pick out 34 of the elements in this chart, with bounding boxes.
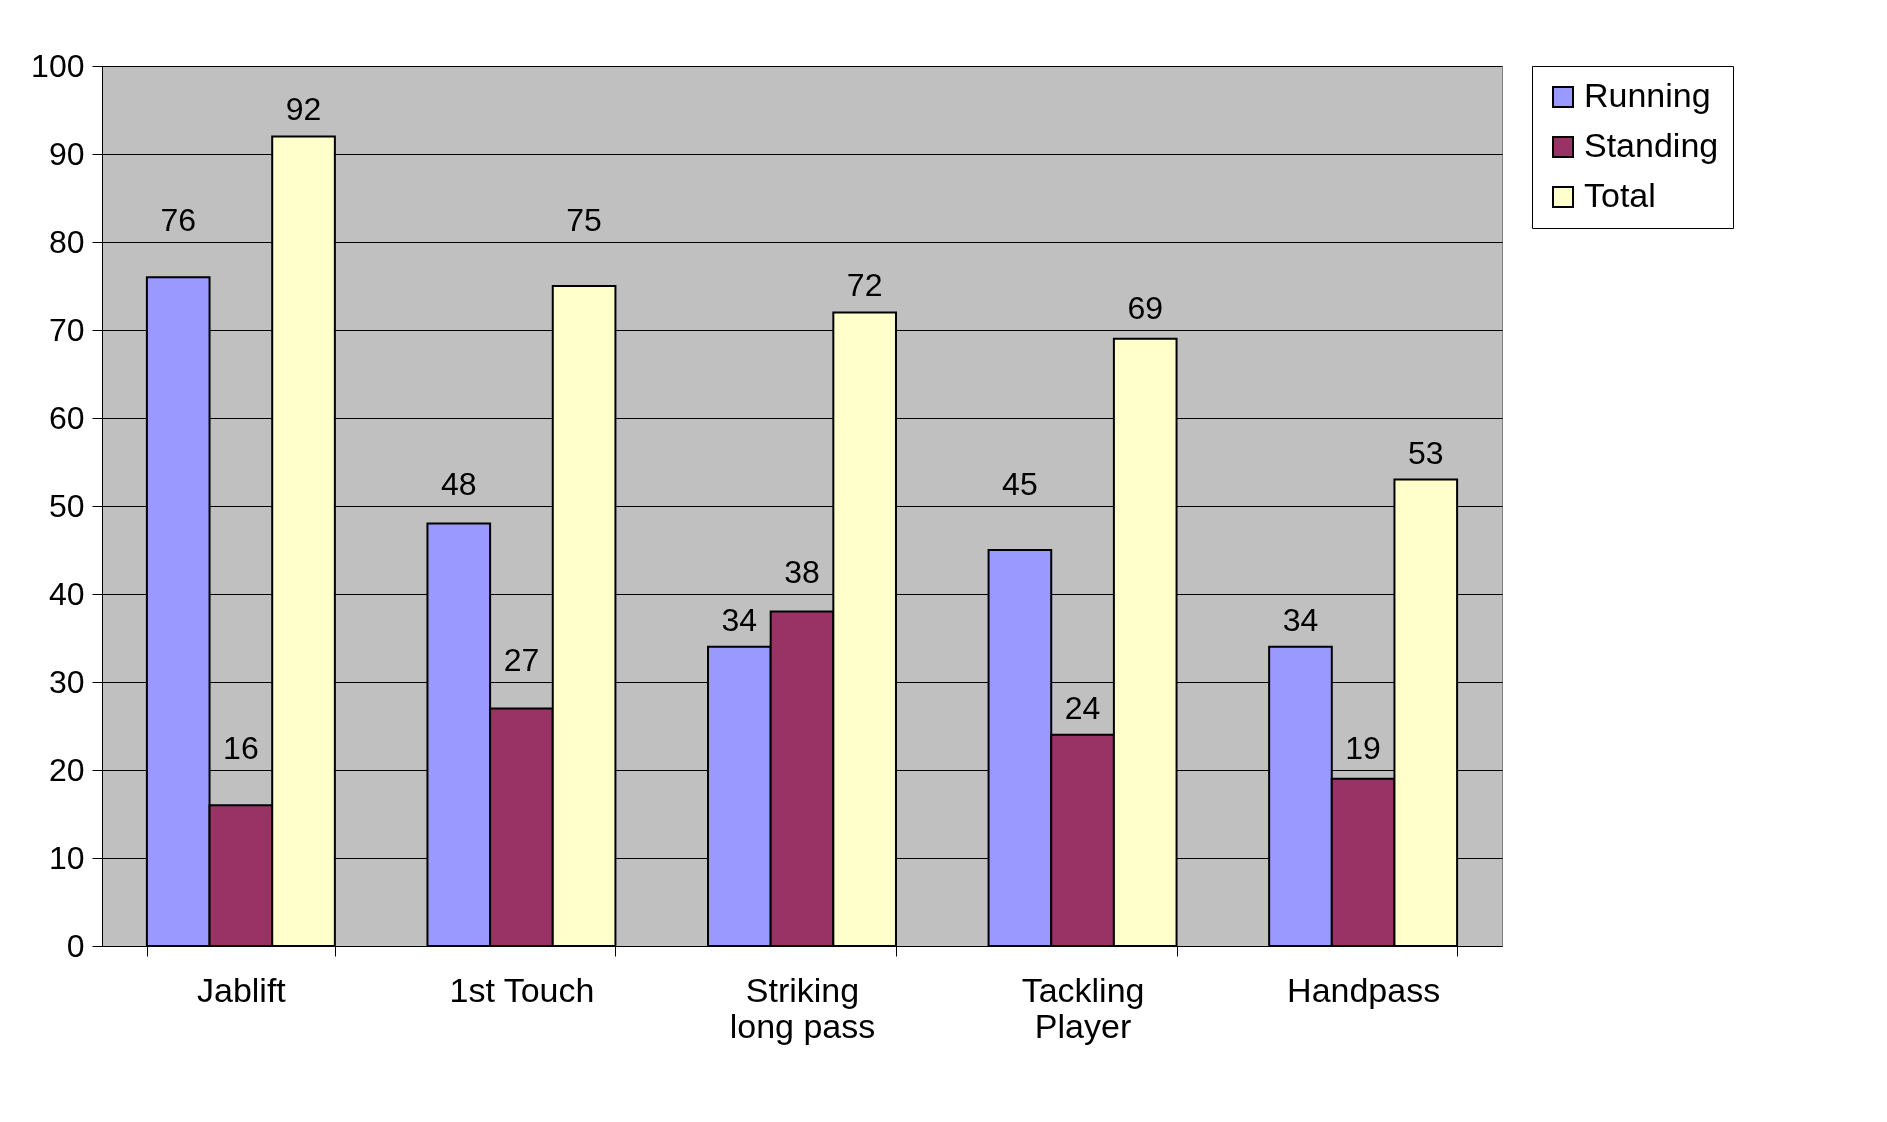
data-label: 34 xyxy=(721,601,758,638)
y-tick-label: 100 xyxy=(31,47,85,84)
y-tick-label: 20 xyxy=(48,751,85,788)
data-label: 76 xyxy=(160,202,197,238)
data-label: 75 xyxy=(566,202,602,238)
data-label: 69 xyxy=(1127,290,1164,326)
x-tick-label: Handpass xyxy=(1287,970,1441,1009)
x-tick-label: Jablift xyxy=(196,970,287,1009)
data-label: 45 xyxy=(1002,466,1038,502)
data-label: 19 xyxy=(1345,730,1381,766)
y-tick-label: 70 xyxy=(48,311,85,348)
y-tick-label: 30 xyxy=(48,663,85,700)
legend-label: Total xyxy=(1584,176,1656,214)
y-tick-label: 0 xyxy=(66,927,85,964)
data-label: 72 xyxy=(846,267,883,304)
x-tick-label: Striking long pass xyxy=(729,970,876,1045)
data-label: 38 xyxy=(784,554,820,590)
y-tick-label: 80 xyxy=(48,223,85,260)
data-label: 48 xyxy=(440,466,477,502)
x-tick-label: Tackling Player xyxy=(1021,970,1145,1045)
x-tick-label: 1st Touch xyxy=(449,970,595,1009)
legend-label: Running xyxy=(1584,76,1711,114)
data-label: 24 xyxy=(1064,689,1101,726)
data-label: 92 xyxy=(285,91,322,128)
y-tick-label: 10 xyxy=(48,839,85,876)
data-label: 34 xyxy=(1282,601,1319,638)
y-tick-label: 40 xyxy=(48,575,85,612)
data-label: 16 xyxy=(223,730,259,766)
data-label: 27 xyxy=(503,642,540,678)
y-tick-label: 50 xyxy=(48,487,85,524)
y-tick-label: 60 xyxy=(48,399,85,436)
y-tick-label: 90 xyxy=(48,135,85,172)
legend-label: Standing xyxy=(1584,126,1719,164)
data-label: 53 xyxy=(1407,434,1444,471)
